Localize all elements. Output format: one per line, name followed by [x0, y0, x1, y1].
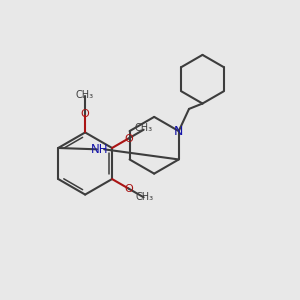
Text: O: O [124, 134, 133, 143]
Text: O: O [81, 109, 89, 118]
Text: CH₃: CH₃ [135, 123, 153, 134]
Text: O: O [124, 184, 133, 194]
Text: CH₃: CH₃ [75, 90, 93, 100]
Text: NH: NH [92, 143, 109, 156]
Text: CH₃: CH₃ [136, 192, 154, 202]
Text: N: N [174, 124, 183, 138]
